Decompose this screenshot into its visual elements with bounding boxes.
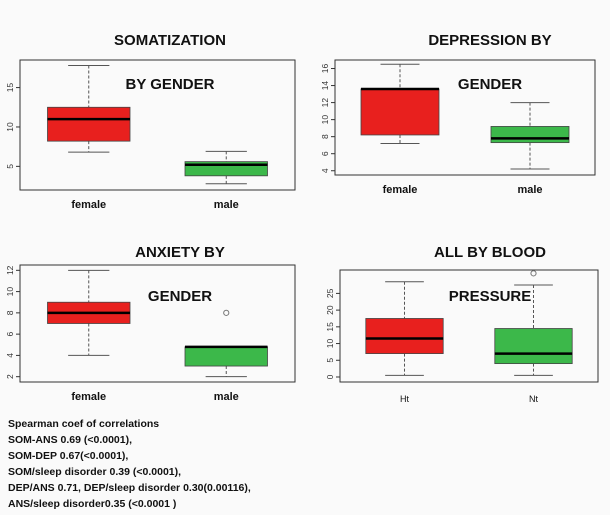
- notes-line: SOM-DEP 0.67(<0.0001),: [8, 450, 129, 462]
- y-tick-label: 4: [320, 168, 330, 173]
- notes-heading: Spearman coef of correlations: [8, 418, 160, 430]
- x-category-label: male: [517, 184, 542, 196]
- x-category-label: female: [71, 391, 106, 403]
- y-tick-label: 16: [320, 64, 330, 74]
- notes-line: DEP/ANS 0.71, DEP/sleep disorder 0.30(0.…: [8, 482, 251, 494]
- box-female: [47, 106, 131, 142]
- y-tick-label: 10: [320, 115, 330, 125]
- x-category-label: male: [214, 199, 239, 211]
- y-tick-label: 20: [325, 305, 335, 315]
- y-tick-label: 4: [5, 353, 15, 358]
- panel-2-title: DEPRESSION BY GENDER: [380, 8, 600, 118]
- plot-frame: [19, 59, 296, 191]
- panel-1-title-line2: BY GENDER: [125, 76, 215, 93]
- panel-3-title-line1: ANXIETY BY: [135, 244, 225, 261]
- outlier-point: [530, 270, 537, 277]
- panel-4-title: ALL BY BLOOD PRESSURE: [380, 220, 600, 330]
- outlier-point: [223, 309, 230, 316]
- y-tick-label: 6: [320, 151, 330, 156]
- y-tick-label: 10: [325, 339, 335, 349]
- y-tick-label: 15: [5, 83, 15, 93]
- notes-line: SOM-ANS 0.69 (<0.0001),: [8, 434, 133, 446]
- x-category-label: male: [214, 391, 239, 403]
- y-tick-label: 8: [320, 134, 330, 139]
- x-category-label: female: [71, 199, 106, 211]
- panel-2-title-line1: DEPRESSION BY: [428, 32, 552, 49]
- y-tick-label: 10: [5, 122, 15, 132]
- y-tick-label: 5: [325, 358, 335, 363]
- panel-3-title-line2: GENDER: [147, 288, 213, 305]
- y-tick-label: 6: [5, 332, 15, 337]
- y-tick-label: 8: [5, 310, 15, 315]
- panel-4-title-line1: ALL BY BLOOD: [434, 244, 546, 261]
- notes-line: ANS/sleep disorder0.35 (<0.0001 ): [8, 498, 177, 510]
- y-tick-label: 12: [5, 265, 15, 275]
- panel-2-title-line2: GENDER: [457, 76, 523, 93]
- box-Ht: [365, 318, 444, 354]
- plot-frame: [334, 59, 596, 176]
- y-tick-label: 12: [320, 98, 330, 108]
- y-tick-label: 14: [320, 81, 330, 91]
- panel-3-title: ANXIETY BY GENDER: [70, 220, 290, 330]
- panel-4-title-line2: PRESSURE: [448, 288, 532, 305]
- x-category-label: Nt: [529, 394, 538, 404]
- correlation-notes: Spearman coef of correlations SOM-ANS 0.…: [8, 416, 251, 512]
- y-tick-label: 25: [325, 288, 335, 298]
- x-category-label: Ht: [400, 394, 409, 404]
- y-tick-label: 15: [325, 322, 335, 332]
- box-Nt: [494, 328, 573, 365]
- y-tick-label: 10: [5, 287, 15, 297]
- y-tick-label: 5: [5, 164, 15, 169]
- notes-line: SOM/sleep disorder 0.39 (<0.0001),: [8, 466, 182, 478]
- x-category-label: female: [383, 184, 418, 196]
- plot-frame: [339, 269, 599, 383]
- y-tick-label: 2: [5, 374, 15, 379]
- y-tick-label: 0: [325, 374, 335, 379]
- box-female: [360, 88, 440, 136]
- panel-1-title-line1: SOMATIZATION: [114, 32, 226, 49]
- panel-1-title: SOMATIZATION BY GENDER: [60, 8, 280, 118]
- plot-frame: [19, 264, 296, 383]
